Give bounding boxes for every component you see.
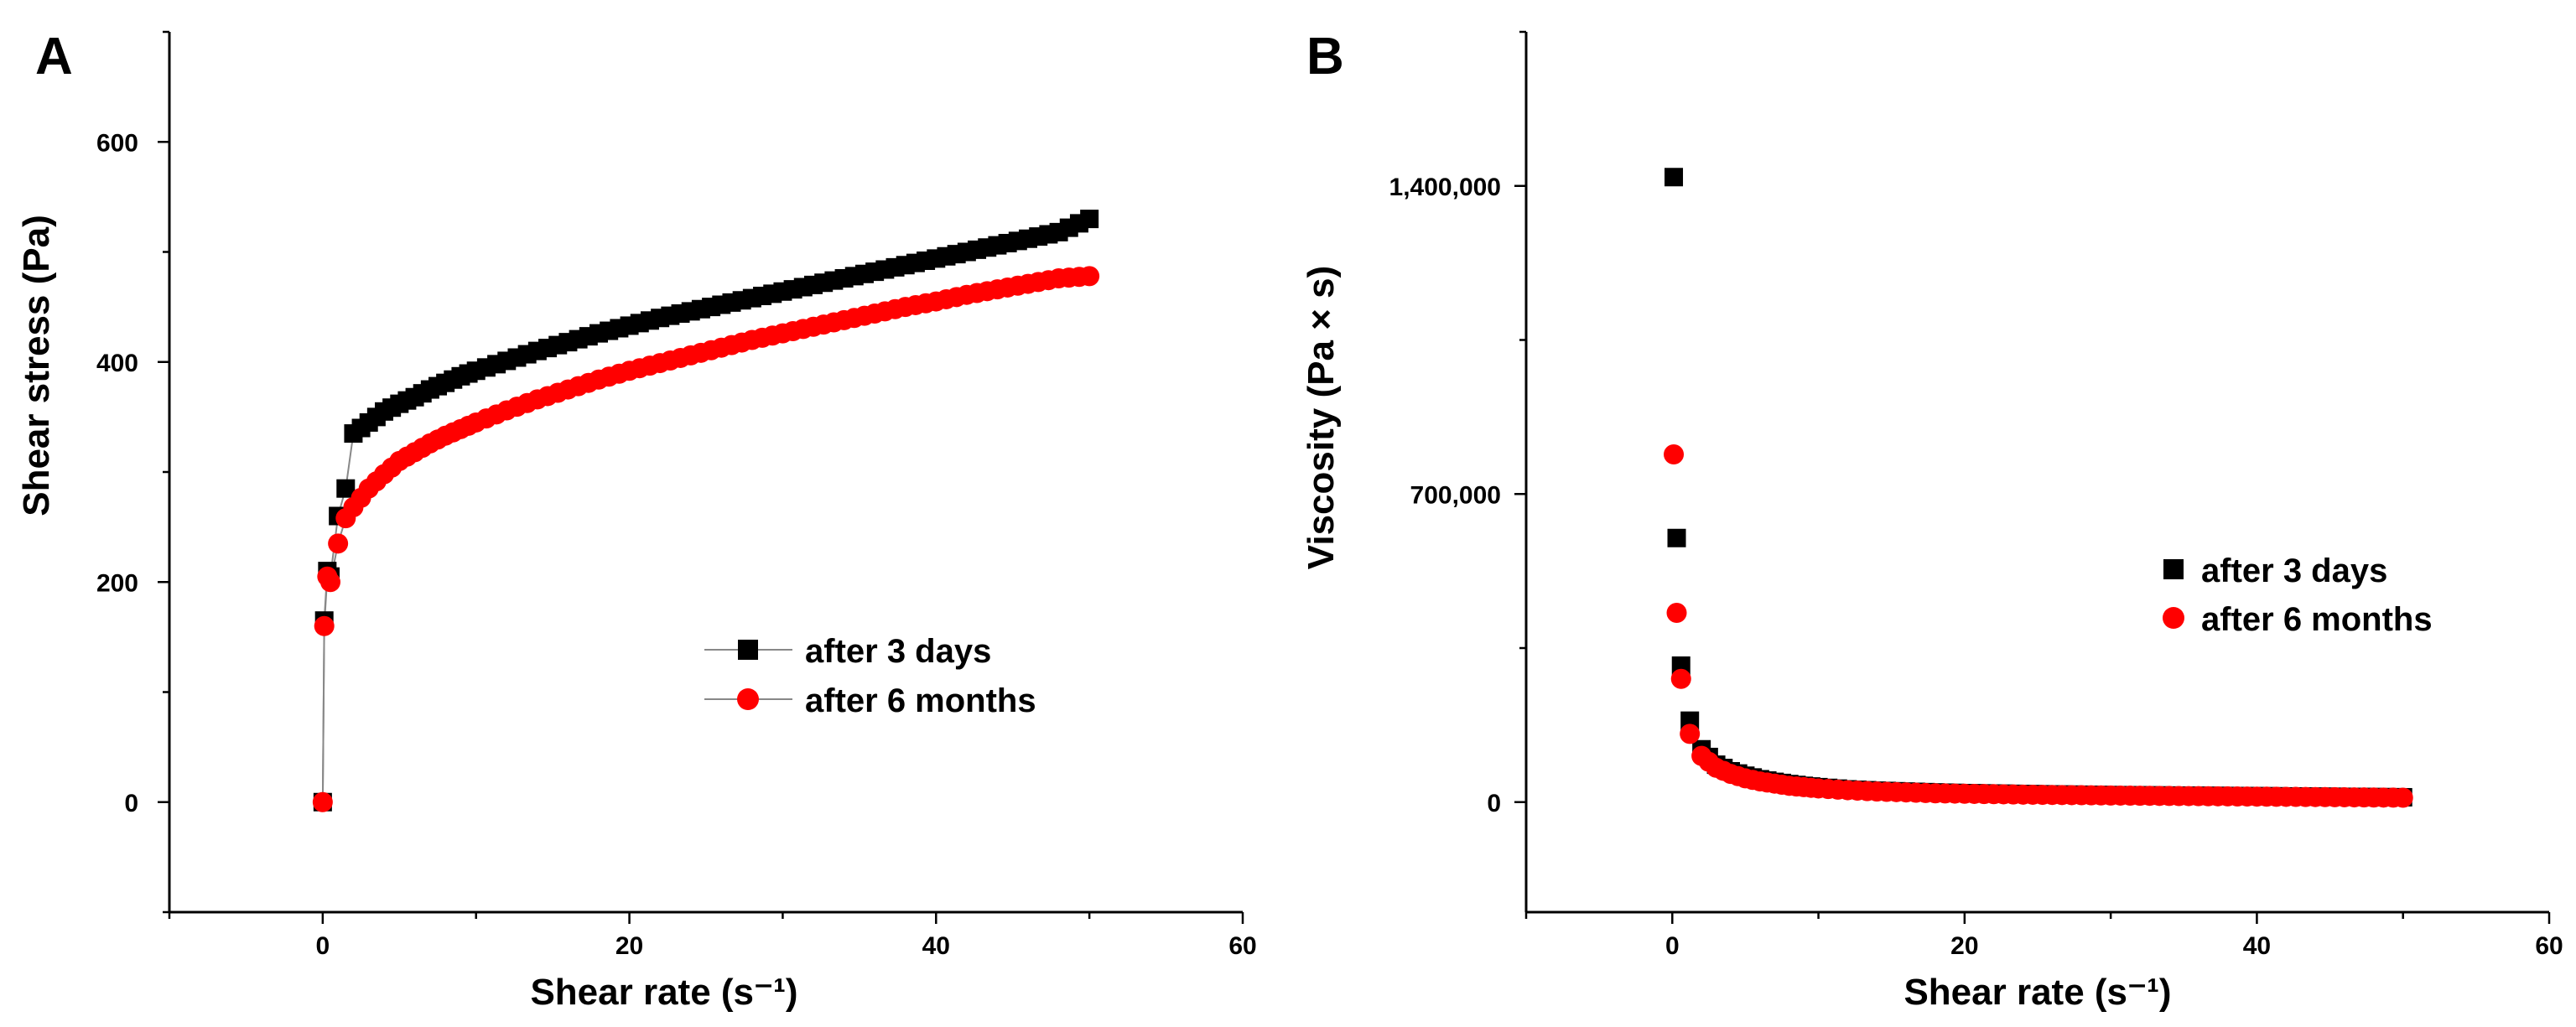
y-tick-label: 0 <box>124 790 138 817</box>
data-point-circle <box>1670 668 1691 689</box>
panel-a-axes <box>168 32 1243 914</box>
data-point-circle <box>1666 603 1687 623</box>
panel-b-data-points <box>1664 168 2413 808</box>
panel-a-legend: after 3 days after 6 months <box>704 633 1036 719</box>
legend-label-3-days: after 3 days <box>805 633 991 670</box>
x-tick-label: 20 <box>615 932 643 960</box>
panel-a-x-axis-title: Shear rate (s⁻¹) <box>530 972 797 1013</box>
data-point-square <box>336 479 356 498</box>
x-tick-label: 0 <box>1665 932 1680 960</box>
x-tick-label: 20 <box>1950 932 1978 960</box>
y-tick-label: 1,400,000 <box>1389 174 1501 201</box>
y-tick-label: 700,000 <box>1410 481 1501 509</box>
legend-marker-square <box>2163 559 2184 579</box>
y-tick-label: 0 <box>1487 790 1501 817</box>
data-point-circle <box>1664 444 1685 464</box>
y-tick-label: 200 <box>96 569 138 597</box>
panel-b-legend: after 3 days after 6 months <box>2163 552 2433 638</box>
legend-marker-square <box>738 640 758 660</box>
data-point-circle <box>312 791 333 812</box>
legend-label-6-months: after 6 months <box>805 682 1036 719</box>
x-tick-label: 40 <box>2243 932 2271 960</box>
x-tick-label: 60 <box>2535 932 2563 960</box>
panel-a-data-points <box>312 210 1100 812</box>
panel-b-chart: B 0 20 40 60 0 700,000 1,400,000 Shear rate (s… <box>1301 28 2563 1013</box>
x-tick-label: 0 <box>316 932 330 960</box>
panel-b-axes <box>1524 32 2549 914</box>
data-point-square <box>1667 528 1686 547</box>
data-point-circle <box>328 533 349 554</box>
x-tick-label: 40 <box>922 932 950 960</box>
panel-b-y-axis-title: Viscosity (Pa × s) <box>1301 266 1342 569</box>
x-tick-label: 60 <box>1228 932 1256 960</box>
panel-a-letter: A <box>35 28 73 86</box>
y-tick-label: 600 <box>96 129 138 157</box>
data-point-square <box>1665 168 1684 187</box>
data-point-circle <box>1079 266 1100 287</box>
legend-label-6-months: after 6 months <box>2201 601 2433 638</box>
legend-marker-circle <box>737 688 759 710</box>
data-point-circle <box>2392 787 2413 808</box>
data-point-circle <box>320 572 340 593</box>
y-tick-label: 400 <box>96 350 138 377</box>
data-point-circle <box>1680 724 1701 744</box>
legend-marker-circle <box>2163 607 2184 629</box>
panel-a-y-axis-title: Shear stress (Pa) <box>16 215 57 516</box>
panel-b-x-axis-title: Shear rate (s⁻¹) <box>1903 972 2171 1013</box>
data-point-circle <box>314 615 335 636</box>
panel-b-ticks: 0 20 40 60 0 700,000 1,400,000 <box>1389 30 2563 960</box>
legend-label-3-days: after 3 days <box>2201 552 2387 589</box>
data-point-square <box>1080 210 1099 229</box>
panel-b-letter: B <box>1306 28 1344 86</box>
